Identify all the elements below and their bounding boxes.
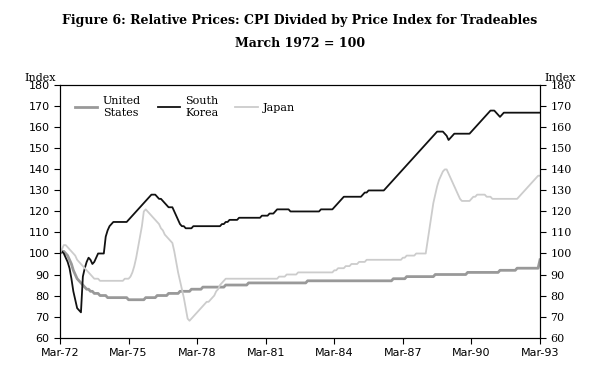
Text: Index: Index: [545, 73, 576, 83]
Text: Index: Index: [24, 73, 56, 83]
Legend: United
States, South
Korea, Japan: United States, South Korea, Japan: [75, 96, 295, 118]
Text: Figure 6: Relative Prices: CPI Divided by Price Index for Tradeables: Figure 6: Relative Prices: CPI Divided b…: [62, 14, 538, 27]
Text: March 1972 = 100: March 1972 = 100: [235, 37, 365, 50]
